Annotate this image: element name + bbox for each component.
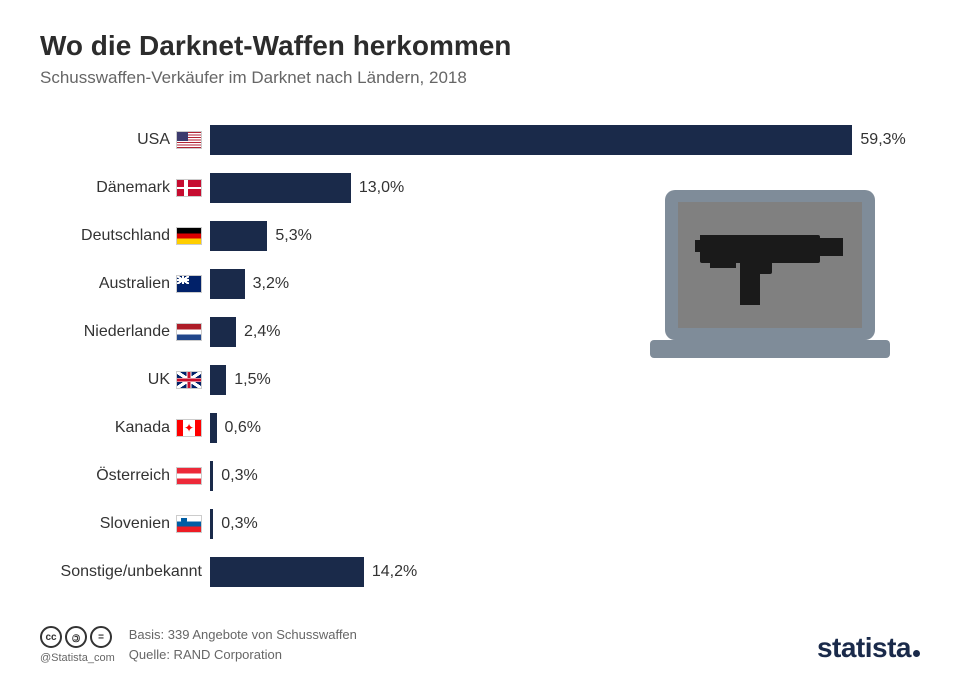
bar-row: Slovenien 0,3%: [40, 502, 920, 546]
bar-value: 59,3%: [860, 131, 905, 149]
bar: [210, 317, 236, 347]
laptop-gun-illustration: [640, 180, 900, 385]
bar: [210, 413, 217, 443]
bar-value: 0,6%: [225, 419, 261, 437]
bar-value: 5,3%: [275, 227, 311, 245]
flag-icon: [176, 515, 202, 533]
flag-icon: [176, 227, 202, 245]
bar-value: 14,2%: [372, 563, 417, 581]
country-label: Australien: [99, 275, 170, 293]
country-label: UK: [148, 371, 170, 389]
social-handle: @Statista_com: [40, 652, 115, 664]
footer: cc 🄯 = @Statista_com Basis: 339 Angebote…: [40, 625, 920, 664]
statista-logo: statista: [817, 632, 920, 664]
flag-icon: [176, 131, 202, 149]
country-label: Niederlande: [84, 323, 170, 341]
country-label: Deutschland: [81, 227, 170, 245]
bar: [210, 509, 213, 539]
bar: [210, 221, 267, 251]
flag-icon: [176, 371, 202, 389]
country-label: USA: [137, 131, 170, 149]
bar-value: 3,2%: [253, 275, 289, 293]
bar: [210, 557, 364, 587]
bar-value: 0,3%: [221, 515, 257, 533]
bar-row: Kanada 0,6%: [40, 406, 920, 450]
country-label: Österreich: [96, 467, 170, 485]
bar: [210, 365, 226, 395]
bar: [210, 269, 245, 299]
bar-value: 13,0%: [359, 179, 404, 197]
bar-value: 0,3%: [221, 467, 257, 485]
chart-subtitle: Schusswaffen-Verkäufer im Darknet nach L…: [40, 68, 920, 88]
bar-row: USA 59,3%: [40, 118, 920, 162]
bar: [210, 173, 351, 203]
bar: [210, 461, 213, 491]
country-label: Sonstige/unbekannt: [61, 563, 202, 581]
bar: [210, 125, 852, 155]
flag-icon: [176, 275, 202, 293]
country-label: Slovenien: [100, 515, 170, 533]
bar-row: Österreich 0,3%: [40, 454, 920, 498]
source-text: Quelle: RAND Corporation: [129, 645, 357, 665]
bar-row: Sonstige/unbekannt 14,2%: [40, 550, 920, 594]
country-label: Kanada: [115, 419, 170, 437]
basis-text: Basis: 339 Angebote von Schusswaffen: [129, 625, 357, 645]
flag-icon: [176, 323, 202, 341]
bar-value: 1,5%: [234, 371, 270, 389]
flag-icon: [176, 419, 202, 437]
flag-icon: [176, 179, 202, 197]
country-label: Dänemark: [96, 179, 170, 197]
flag-icon: [176, 467, 202, 485]
bar-value: 2,4%: [244, 323, 280, 341]
cc-license-icons: cc 🄯 =: [40, 626, 115, 648]
chart-title: Wo die Darknet-Waffen herkommen: [40, 30, 920, 62]
